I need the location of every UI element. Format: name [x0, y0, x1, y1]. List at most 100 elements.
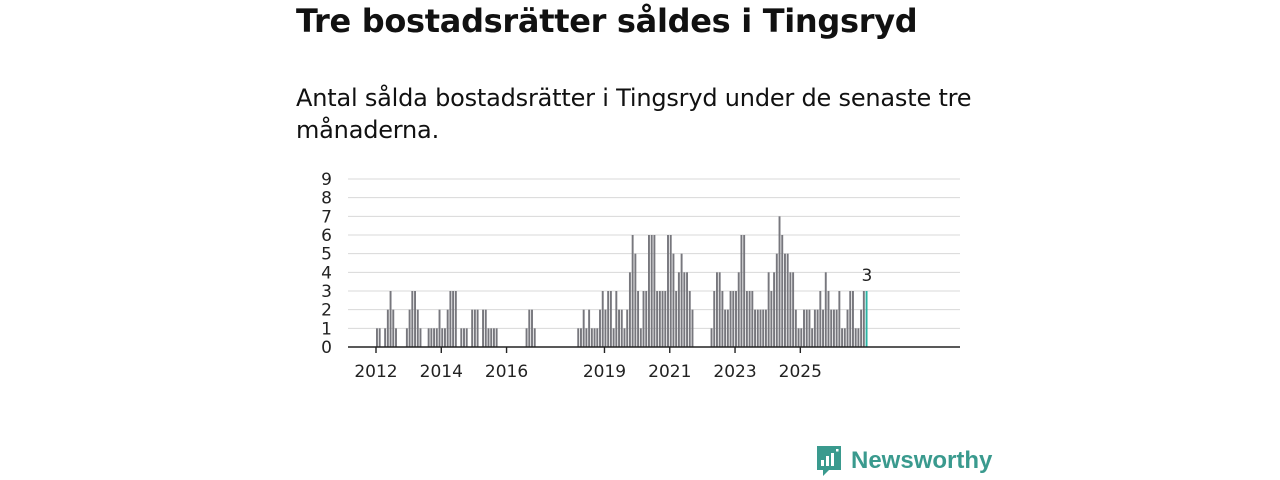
bar: [672, 253, 675, 347]
bar: [620, 309, 623, 347]
bar: [827, 291, 830, 347]
x-tick-label: 2021: [648, 362, 691, 382]
x-tick-label: 2023: [713, 362, 756, 382]
bar: [590, 328, 593, 347]
bar: [737, 272, 740, 347]
bar: [376, 328, 378, 347]
bar: [677, 272, 680, 347]
bar: [762, 309, 765, 347]
bar: [754, 309, 756, 347]
bar: [645, 291, 648, 347]
bar: [648, 235, 650, 347]
bar: [767, 272, 770, 347]
bar: [688, 291, 691, 347]
y-tick-label: 5: [321, 245, 332, 265]
bar: [637, 291, 640, 347]
bar: [484, 309, 487, 347]
y-tick-label: 2: [321, 301, 332, 321]
bar: [811, 328, 814, 347]
bar: [718, 272, 721, 347]
bar: [389, 291, 392, 347]
bar: [789, 272, 792, 347]
x-tick-label: 2014: [420, 362, 463, 382]
bar: [835, 309, 838, 347]
y-tick-label: 8: [321, 189, 332, 209]
y-tick-label: 1: [321, 319, 332, 339]
bar: [797, 328, 800, 347]
bar: [770, 291, 773, 347]
bar: [449, 291, 452, 347]
bar: [735, 291, 737, 347]
bar: [854, 328, 857, 347]
bar: [593, 328, 596, 347]
bar: [729, 291, 732, 347]
bar: [465, 328, 468, 347]
bar: [460, 328, 463, 347]
brand-name: Newsworthy: [851, 447, 993, 474]
bar: [615, 291, 618, 347]
bar: [408, 309, 411, 347]
y-tick-label: 0: [321, 338, 332, 358]
bar: [748, 291, 751, 347]
y-tick-label: 9: [321, 170, 332, 190]
bar: [604, 309, 607, 347]
bar: [609, 291, 612, 347]
bar: [441, 328, 444, 347]
bar: [726, 309, 729, 347]
highlighted-bar: [865, 291, 868, 347]
bar: [416, 309, 419, 347]
bar: [781, 235, 784, 347]
bar: [531, 309, 533, 347]
bar: [395, 328, 397, 347]
y-tick-label: 4: [321, 263, 332, 283]
bar: [444, 328, 446, 347]
bar: [661, 291, 664, 347]
bar: [756, 309, 759, 347]
bar: [653, 235, 656, 347]
bar: [618, 309, 620, 347]
bar: [683, 272, 686, 347]
y-tick-label: 6: [321, 226, 332, 246]
bar: [650, 235, 653, 347]
bar: [669, 235, 672, 347]
bar: [786, 253, 789, 347]
bar: [675, 291, 678, 347]
bar: [792, 272, 795, 347]
bar: [743, 235, 746, 347]
bar: [862, 291, 865, 347]
bar: [819, 291, 822, 347]
bar: [414, 291, 416, 347]
bar: [471, 309, 474, 347]
x-tick-label: 2025: [779, 362, 822, 382]
bar: [822, 309, 824, 347]
bar: [664, 291, 667, 347]
bar: [454, 291, 457, 347]
y-tick-label: 3: [321, 282, 332, 302]
bar: [446, 309, 449, 347]
bar: [852, 291, 854, 347]
bar: [740, 235, 743, 347]
bar: [528, 309, 531, 347]
x-tick-label: 2016: [485, 362, 528, 382]
bar: [452, 291, 455, 347]
bar: [430, 328, 433, 347]
y-tick-label: 7: [321, 207, 332, 227]
bar: [824, 272, 827, 347]
bar: [716, 272, 718, 347]
bar: [492, 328, 495, 347]
bar: [386, 309, 389, 347]
bar: [438, 309, 441, 347]
bar: [433, 328, 436, 347]
bar: [482, 309, 484, 347]
bar: [435, 328, 438, 347]
bar: [411, 291, 414, 347]
bar: [721, 291, 724, 347]
bar: [860, 309, 863, 347]
bar: [525, 328, 528, 347]
bar: [800, 328, 803, 347]
bar: [849, 291, 852, 347]
bar: [843, 328, 846, 347]
bar: [656, 291, 659, 347]
x-tick-label: 2012: [354, 362, 397, 382]
bar: [773, 272, 776, 347]
